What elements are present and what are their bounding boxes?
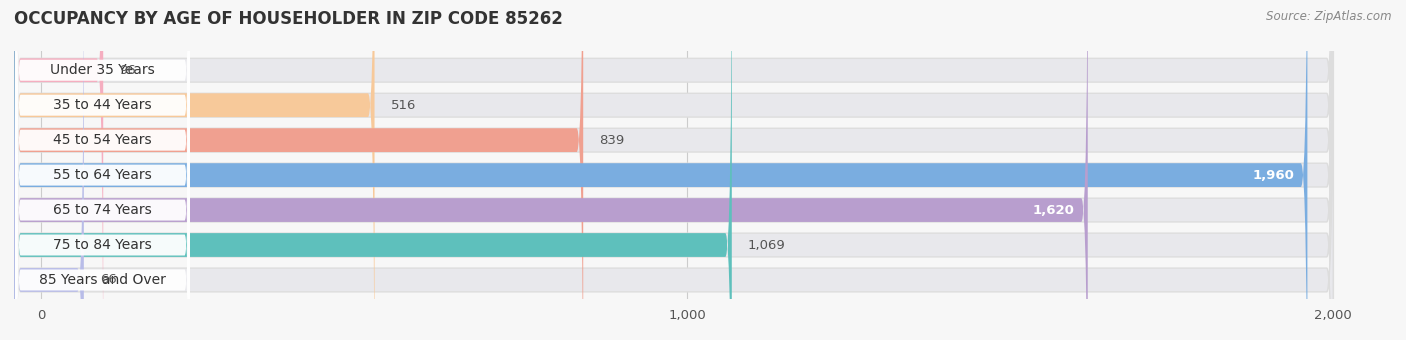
Text: 66: 66 (100, 273, 117, 287)
Text: 75 to 84 Years: 75 to 84 Years (53, 238, 152, 252)
Text: 1,960: 1,960 (1253, 169, 1295, 182)
Text: 55 to 64 Years: 55 to 64 Years (53, 168, 152, 182)
FancyBboxPatch shape (14, 0, 731, 340)
FancyBboxPatch shape (14, 0, 1333, 340)
FancyBboxPatch shape (14, 0, 1308, 340)
Text: 35 to 44 Years: 35 to 44 Years (53, 98, 152, 112)
FancyBboxPatch shape (14, 0, 1333, 340)
Text: Source: ZipAtlas.com: Source: ZipAtlas.com (1267, 10, 1392, 23)
FancyBboxPatch shape (15, 0, 190, 339)
Text: OCCUPANCY BY AGE OF HOUSEHOLDER IN ZIP CODE 85262: OCCUPANCY BY AGE OF HOUSEHOLDER IN ZIP C… (14, 10, 562, 28)
Text: 839: 839 (599, 134, 624, 147)
FancyBboxPatch shape (14, 0, 1088, 340)
FancyBboxPatch shape (15, 0, 190, 340)
Text: 45 to 54 Years: 45 to 54 Years (53, 133, 152, 147)
FancyBboxPatch shape (14, 0, 1333, 340)
Text: 85 Years and Over: 85 Years and Over (39, 273, 166, 287)
FancyBboxPatch shape (14, 0, 103, 340)
Text: 1,069: 1,069 (748, 239, 786, 252)
FancyBboxPatch shape (15, 0, 190, 340)
FancyBboxPatch shape (14, 0, 1333, 340)
Text: Under 35 Years: Under 35 Years (51, 63, 155, 77)
Text: 516: 516 (391, 99, 416, 112)
FancyBboxPatch shape (14, 0, 374, 340)
FancyBboxPatch shape (15, 0, 190, 340)
Text: 65 to 74 Years: 65 to 74 Years (53, 203, 152, 217)
Text: 1,620: 1,620 (1033, 204, 1074, 217)
FancyBboxPatch shape (14, 0, 1333, 340)
FancyBboxPatch shape (14, 0, 1333, 340)
Text: 96: 96 (120, 64, 136, 77)
FancyBboxPatch shape (15, 0, 190, 340)
FancyBboxPatch shape (15, 0, 190, 340)
FancyBboxPatch shape (14, 0, 1333, 340)
FancyBboxPatch shape (14, 0, 84, 340)
FancyBboxPatch shape (15, 11, 190, 340)
FancyBboxPatch shape (14, 0, 583, 340)
